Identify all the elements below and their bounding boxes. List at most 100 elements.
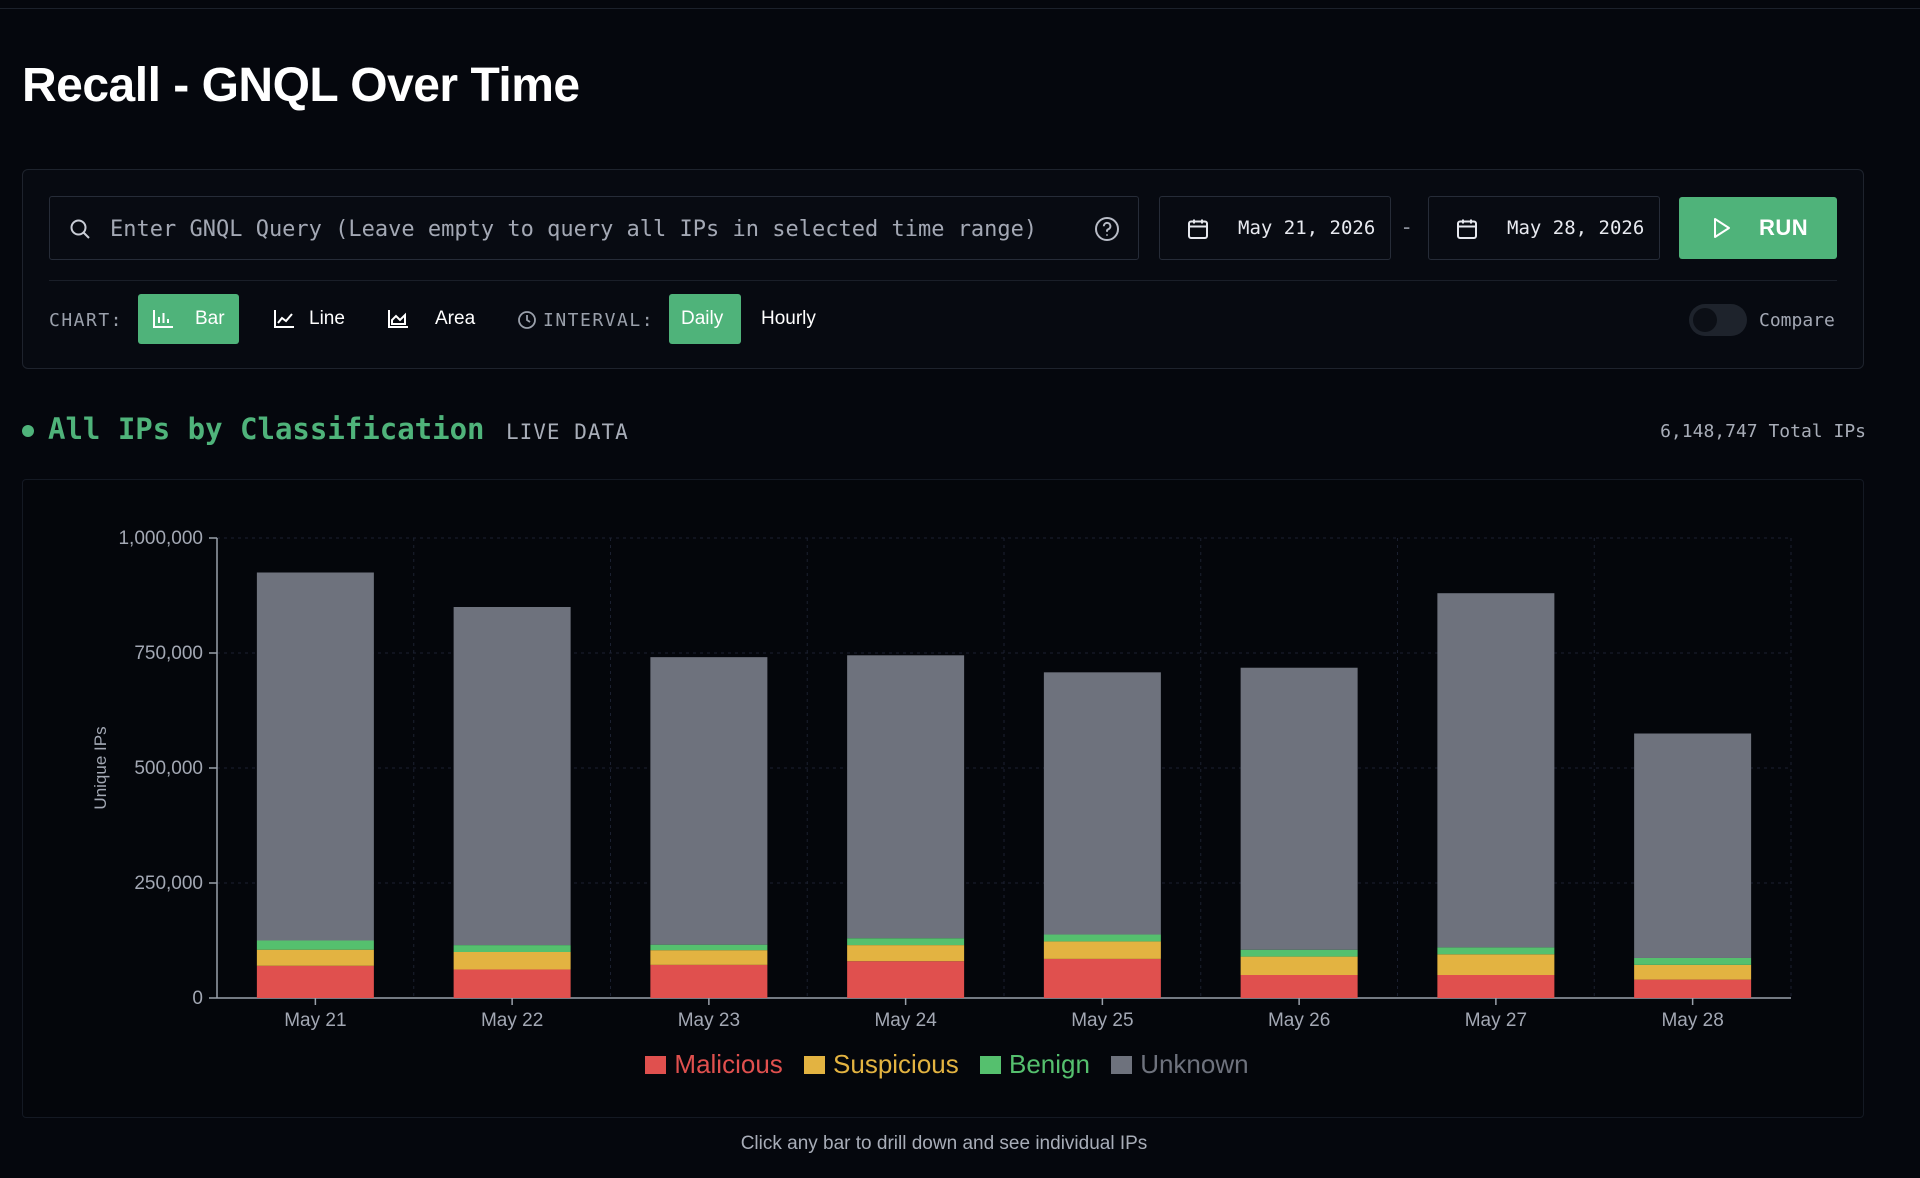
legend-swatch-suspicious <box>804 1056 826 1074</box>
bar-benign[interactable] <box>1043 934 1161 942</box>
bar-malicious[interactable] <box>1043 958 1161 998</box>
interval-label-hourly: Hourly <box>761 308 816 329</box>
start-date-picker[interactable]: May 21, 2026 <box>1159 196 1391 260</box>
bar-unknown[interactable] <box>650 657 768 945</box>
date-range-separator: - <box>1403 214 1411 239</box>
legend-swatch-unknown <box>1111 1056 1133 1074</box>
calendar-icon <box>1186 217 1210 246</box>
play-icon <box>1709 216 1733 245</box>
bar-suspicious[interactable] <box>650 950 768 965</box>
chart-type-label-line: Line <box>309 308 345 329</box>
x-tick-label: May 23 <box>678 1010 740 1031</box>
bar-stack-may-26[interactable] <box>1240 667 1358 998</box>
search-icon <box>68 217 92 246</box>
bar-malicious[interactable] <box>1437 975 1555 998</box>
bar-suspicious[interactable] <box>1437 954 1555 975</box>
run-button[interactable]: RUN <box>1679 197 1837 259</box>
bar-malicious[interactable] <box>650 964 768 998</box>
clock-icon <box>517 310 537 335</box>
bar-suspicious[interactable] <box>847 945 965 962</box>
legend-item-suspicious[interactable]: Suspicious <box>804 1049 959 1080</box>
bar-benign[interactable] <box>256 940 374 950</box>
total-ips-count: 6,148,747 Total IPs <box>1660 421 1866 442</box>
bar-benign[interactable] <box>1437 947 1555 955</box>
legend-item-unknown[interactable]: Unknown <box>1111 1049 1249 1080</box>
bar-stack-may-24[interactable] <box>847 655 965 998</box>
search-box[interactable] <box>49 196 1139 261</box>
x-tick-label: May 25 <box>1071 1010 1133 1031</box>
bar-suspicious[interactable] <box>1043 941 1161 959</box>
bar-suspicious[interactable] <box>1240 956 1358 975</box>
legend-item-malicious[interactable]: Malicious <box>645 1049 783 1080</box>
bar-suspicious[interactable] <box>453 952 571 970</box>
bar-benign[interactable] <box>847 938 965 946</box>
interval-label: INTERVAL: <box>543 310 655 331</box>
start-date-value: May 21, 2026 <box>1238 217 1376 239</box>
legend-label-unknown: Unknown <box>1140 1049 1249 1079</box>
x-tick-label: May 22 <box>481 1010 543 1031</box>
bar-benign[interactable] <box>453 945 571 952</box>
y-tick-label: 500,000 <box>134 758 203 779</box>
legend-label-malicious: Malicious <box>674 1049 783 1079</box>
chart-type-line-button[interactable]: Line <box>259 294 359 344</box>
bar-unknown[interactable] <box>256 572 374 941</box>
end-date-value: May 28, 2026 <box>1507 217 1645 239</box>
bar-stack-may-22[interactable] <box>453 607 571 998</box>
toggle-knob <box>1693 308 1717 332</box>
bar-unknown[interactable] <box>1240 667 1358 950</box>
bar-malicious[interactable] <box>1634 979 1752 998</box>
interval-label-daily: Daily <box>681 308 724 329</box>
panel-divider <box>49 280 1837 281</box>
legend-item-benign[interactable]: Benign <box>979 1049 1090 1080</box>
bar-malicious[interactable] <box>453 969 571 998</box>
drilldown-hint: Click any bar to drill down and see indi… <box>740 1133 1148 1154</box>
stacked-bar-chart: 0 250,000 500,000 750,000 1,000,000 Unique IP… <box>91 528 1792 1031</box>
x-tick-label: May 27 <box>1465 1010 1527 1031</box>
legend-swatch-malicious <box>645 1056 667 1074</box>
bar-stack-may-21[interactable] <box>256 572 374 999</box>
bar-unknown[interactable] <box>1634 733 1752 958</box>
bar-malicious[interactable] <box>847 961 965 998</box>
area-chart-icon <box>387 309 409 335</box>
chart-type-label: CHART: <box>49 310 124 331</box>
interval-hourly-button[interactable]: Hourly <box>751 294 831 344</box>
live-indicator-dot <box>22 425 34 437</box>
x-tick-label: May 24 <box>874 1010 937 1031</box>
bar-stack-may-27[interactable] <box>1437 593 1555 998</box>
y-tick-label: 0 <box>192 988 203 1009</box>
interval-daily-button[interactable]: Daily <box>669 294 741 344</box>
y-tick-label: 750,000 <box>134 643 203 664</box>
bar-suspicious[interactable] <box>256 949 374 966</box>
bar-benign[interactable] <box>1634 957 1752 965</box>
bar-stack-may-25[interactable] <box>1043 672 1161 998</box>
live-data-badge: LIVE DATA <box>506 420 629 444</box>
end-date-picker[interactable]: May 28, 2026 <box>1428 196 1660 260</box>
bar-unknown[interactable] <box>1043 672 1161 935</box>
x-tick-label: May 26 <box>1268 1010 1330 1031</box>
chart-type-label-area: Area <box>435 308 476 329</box>
bar-benign[interactable] <box>650 944 768 951</box>
page-title: Recall - GNQL Over Time <box>22 59 580 112</box>
y-tick-label: 250,000 <box>134 873 203 894</box>
bar-stack-may-23[interactable] <box>650 657 768 998</box>
compare-toggle[interactable] <box>1689 304 1747 336</box>
bar-stack-may-28[interactable] <box>1634 733 1752 999</box>
bar-unknown[interactable] <box>847 655 965 939</box>
gnql-query-input[interactable] <box>108 197 1072 261</box>
bar-malicious[interactable] <box>1240 975 1358 998</box>
bar-suspicious[interactable] <box>1634 964 1752 980</box>
y-axis-title: Unique IPs <box>91 726 110 809</box>
compare-label: Compare <box>1759 310 1835 331</box>
run-button-label: RUN <box>1759 215 1809 240</box>
chart-type-bar-button[interactable]: Bar <box>138 294 239 344</box>
bar-malicious[interactable] <box>256 965 374 998</box>
bar-unknown[interactable] <box>453 607 571 946</box>
x-tick-label: May 21 <box>284 1010 346 1031</box>
bar-unknown[interactable] <box>1437 593 1555 948</box>
chart-type-area-button[interactable]: Area <box>373 294 485 344</box>
legend-label-suspicious: Suspicious <box>833 1049 959 1079</box>
help-icon[interactable] <box>1094 216 1120 247</box>
bar-benign[interactable] <box>1240 949 1358 957</box>
chart-type-label-bar: Bar <box>195 308 225 329</box>
query-panel: May 21, 2026 - May 28, 2026 RUN CHART: B… <box>22 169 1864 369</box>
